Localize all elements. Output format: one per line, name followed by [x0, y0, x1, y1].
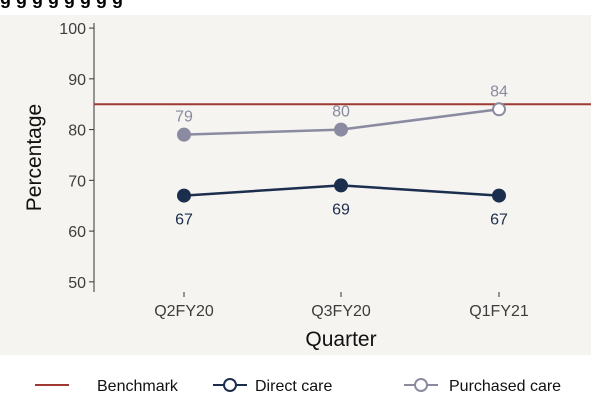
y-tick-label: 60 — [68, 224, 86, 241]
chart-title-fragment: g g g g g g g g — [0, 0, 591, 15]
data-label-direct-care: 67 — [490, 212, 508, 229]
y-tick-label: 70 — [68, 173, 86, 190]
data-point-direct-care — [492, 188, 506, 203]
legend-background — [0, 355, 591, 400]
data-label-direct-care: 67 — [175, 212, 193, 229]
data-label-direct-care: 69 — [332, 201, 350, 218]
legend-key-marker-direct-care — [223, 378, 237, 392]
x-tick-label: Q2FY20 — [154, 303, 214, 320]
y-tick-label: 50 — [68, 275, 86, 292]
legend-label-direct-care: Direct care — [255, 378, 332, 395]
data-point-direct-care — [334, 178, 348, 193]
data-point-purchased-care — [492, 102, 506, 117]
legend-key-marker-purchased-care — [414, 378, 428, 392]
x-tick-label: Q1FY21 — [469, 303, 529, 320]
plot-background — [0, 15, 591, 355]
y-tick-label: 90 — [68, 72, 86, 89]
legend-label-purchased-care: Purchased care — [449, 378, 561, 395]
data-label-purchased-care: 80 — [332, 104, 350, 121]
x-tick-label: Q3FY20 — [311, 303, 371, 320]
y-tick-label: 80 — [68, 123, 86, 140]
y-axis-title: Percentage — [23, 104, 46, 211]
legend-label-benchmark: Benchmark — [97, 378, 179, 395]
x-axis-title: Quarter — [305, 328, 376, 351]
data-point-direct-care — [177, 188, 191, 203]
data-point-purchased-care — [334, 122, 348, 137]
data-point-purchased-care — [177, 127, 191, 142]
y-tick-label: 100 — [59, 21, 86, 38]
chart-title-text: g g g g g g g g — [0, 0, 123, 9]
data-label-purchased-care: 84 — [490, 83, 508, 100]
data-label-purchased-care: 79 — [175, 109, 193, 126]
